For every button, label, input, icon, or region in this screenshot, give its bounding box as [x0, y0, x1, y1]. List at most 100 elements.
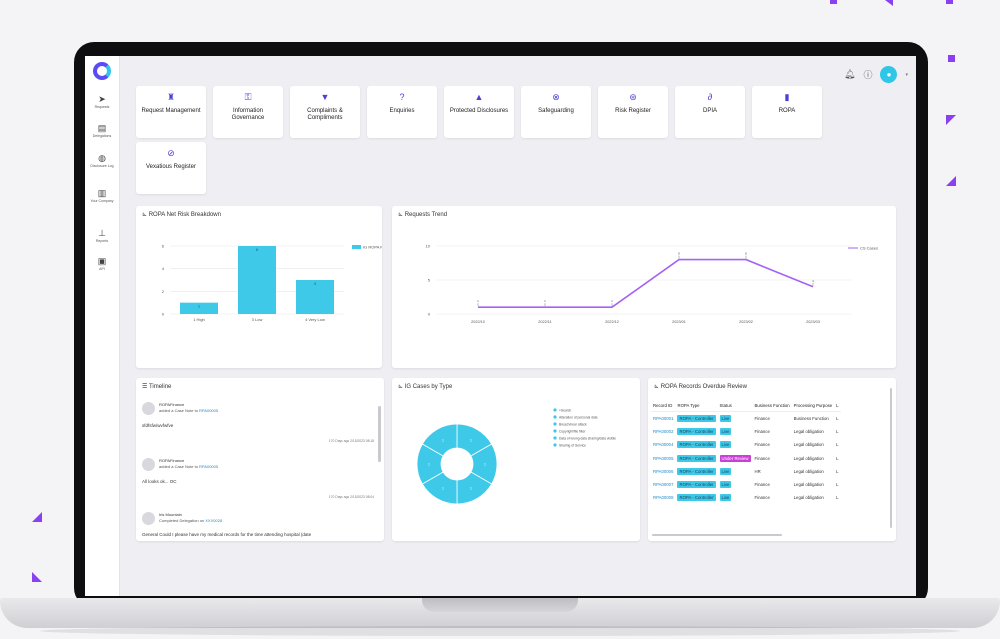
requests-trend-title: Requests Trend — [404, 212, 448, 218]
tile-safeguarding[interactable]: ⊗ Safeguarding — [521, 86, 591, 138]
tile-label: Complaints & Compliments — [307, 108, 343, 121]
reports-icon: ⊥ — [98, 228, 106, 238]
table-row[interactable]: RPA00007 ROPA - Controller Live Finance Lega… — [651, 478, 841, 491]
column-header[interactable]: Processing Purpose — [791, 399, 835, 412]
record-id-link[interactable]: RPA00007 — [653, 482, 674, 488]
panel-title: ⊾ Requests Trend — [398, 211, 447, 218]
table-row[interactable]: RPA00004 ROPA - Controller Live Finance Lega… — [651, 438, 841, 451]
sidebar-item-label: Delegations — [92, 134, 112, 138]
processing-purpose-cell: Business Function — [793, 416, 829, 422]
slice-value-label: 1 — [442, 487, 444, 491]
status-cell: Live — [718, 412, 753, 426]
timeline-user: Iris Mountain — [159, 512, 182, 517]
table-row[interactable]: RPA00008 ROPA - Controller Live Finance Lega… — [651, 491, 841, 504]
business-function-cell: Finance — [754, 495, 770, 501]
sidebar-item-label: API — [99, 267, 105, 271]
record-id-link[interactable]: RPA00005 — [653, 455, 674, 461]
table-row[interactable]: RPA00006 ROPA - Controller Live HR Legal obl… — [651, 465, 841, 478]
sidebar-item-requests[interactable]: ➤ Requests — [85, 94, 119, 109]
column-header[interactable]: Record ID — [651, 399, 676, 412]
app-logo[interactable] — [93, 62, 111, 80]
table-header-row: Record ID ROPA Type Status Business Func… — [651, 399, 841, 412]
tile-dpia[interactable]: ∂ DPIA — [675, 86, 745, 138]
truncated-cell: L — [836, 416, 839, 422]
chart-icon: ⊾ — [398, 384, 405, 390]
record-id-link[interactable]: RPA00002 — [653, 429, 674, 435]
legend-swatch — [553, 429, 557, 433]
y-tick-label: 2 — [162, 289, 165, 294]
sidebar-item-delegations[interactable]: ▤ Delegations — [85, 123, 119, 138]
case-link[interactable]: RPA00005 — [199, 464, 219, 469]
table-vertical-scrollbar[interactable] — [890, 388, 892, 528]
timeline-action: Completed Delegation on XXX0028 — [159, 518, 222, 523]
decor-triangle — [946, 176, 956, 186]
help-icon[interactable]: ⓘ — [863, 70, 873, 80]
tile-ropa[interactable]: ▮ ROPA — [752, 86, 822, 138]
ropa-type-chip: ROPA - Controller — [677, 481, 716, 489]
table-row[interactable]: RPA00005 ROPA - Controller Under Review Fin… — [651, 452, 841, 465]
status-badge: Live — [719, 428, 732, 436]
binoculars-icon: ♜ — [166, 92, 176, 102]
x-tick-label: 2022/12 — [605, 320, 619, 324]
tile-vexatious-register[interactable]: ⊘ Vexatious Register — [136, 142, 206, 194]
pie-slice — [421, 423, 458, 457]
sidebar-item-your-company[interactable]: ▥ Your Company — [85, 188, 119, 203]
tile-request-management[interactable]: ♜ Request Management — [136, 86, 206, 138]
lifebuoy-icon: ⊗ — [552, 92, 560, 102]
app-screen: ➤ Requests ▤ Delegations ◍ Disclosure Lo… — [85, 56, 916, 596]
timeline-timestamp: 170 Days ago 2/15/2023 08:18 — [328, 439, 374, 443]
record-id-link[interactable]: RPA00006 — [653, 468, 674, 474]
sidebar-item-api[interactable]: ▣ API — [85, 256, 119, 271]
processing-purpose-cell: Legal obligation — [793, 442, 824, 448]
table-row[interactable]: RPA00002 ROPA - Controller Live Finance Lega… — [651, 425, 841, 438]
tile-risk-register[interactable]: ⊛ Risk Register — [598, 86, 668, 138]
column-header[interactable]: L — [834, 399, 841, 412]
x-tick-label: 2022/11 — [538, 320, 551, 324]
processing-purpose-cell: Legal obligation — [793, 455, 824, 461]
record-id-link[interactable]: RPA00001 — [653, 416, 674, 422]
tile-protected-disclosures[interactable]: ▲ Protected Disclosures — [444, 86, 514, 138]
timeline-scrollbar[interactable] — [378, 406, 381, 462]
case-link[interactable]: XXX0028 — [205, 518, 223, 523]
truncated-cell: L — [836, 455, 839, 461]
case-link[interactable]: RPA00005 — [199, 408, 219, 413]
tile-enquiries[interactable]: ? Enquiries — [367, 86, 437, 138]
sidebar-item-label: Disclosure Log — [90, 164, 114, 168]
timeline-body: All looks ok... OC — [142, 479, 177, 484]
table-row[interactable]: RPA00001 ROPA - Controller Live Finance Busi… — [651, 412, 841, 426]
timeline-action-text: added a Case Note to — [159, 464, 198, 469]
delegations-icon: ▤ — [97, 123, 107, 133]
chevron-down-icon[interactable]: ▾ — [905, 71, 908, 78]
x-tick-label: 1 High — [193, 317, 205, 322]
column-header[interactable]: ROPA Type — [675, 399, 718, 412]
y-tick-label: 6 — [162, 244, 165, 249]
business-function-cell: HR — [754, 468, 761, 474]
thumbs-down-icon: ▼ — [320, 92, 330, 102]
risk-icon: ⊛ — [629, 92, 637, 102]
record-id-link[interactable]: RPA00004 — [653, 442, 674, 448]
processing-purpose-cell: Legal obligation — [793, 495, 824, 501]
tile-label: Request Management — [141, 108, 201, 114]
book-icon: ▮ — [784, 92, 790, 102]
column-header[interactable]: Status — [717, 399, 753, 412]
bell-icon[interactable]: 🔔︎ — [844, 69, 856, 79]
ropa-type-cell: ROPA - Controller — [675, 478, 717, 491]
tile-complaints-compliments[interactable]: ▼ Complaints & Compliments — [290, 86, 360, 138]
table-horizontal-scrollbar[interactable] — [652, 534, 782, 536]
chart-icon: ⊾ — [398, 212, 405, 218]
processing-purpose-cell: Legal obligation — [793, 482, 824, 488]
column-header[interactable]: Business Function — [752, 399, 792, 412]
timeline-timestamp: 170 Days ago 2/15/2023 08:04 — [328, 495, 374, 499]
status-badge: Live — [719, 494, 732, 502]
bar — [180, 302, 218, 314]
ropa-overdue-title: ROPA Records Overdue Review — [660, 384, 747, 390]
tile-information-governance[interactable]: ⚿ Information Governance — [213, 86, 283, 138]
sidebar-item-disclosure-log[interactable]: ◍ Disclosure Log — [85, 153, 119, 168]
user-avatar-icon[interactable]: ● — [880, 66, 898, 83]
status-badge: Live — [719, 467, 732, 475]
truncated-cell: L — [836, 468, 839, 474]
sidebar-item-reports[interactable]: ⊥ Reports — [85, 228, 119, 243]
legend-swatch — [352, 245, 361, 249]
panel-requests-trend: ⊾ Requests Trend 0 5 10 1 1 1 8 8 4 2022/10 2022/1… — [392, 206, 896, 368]
record-id-link[interactable]: RPA00008 — [653, 495, 674, 501]
